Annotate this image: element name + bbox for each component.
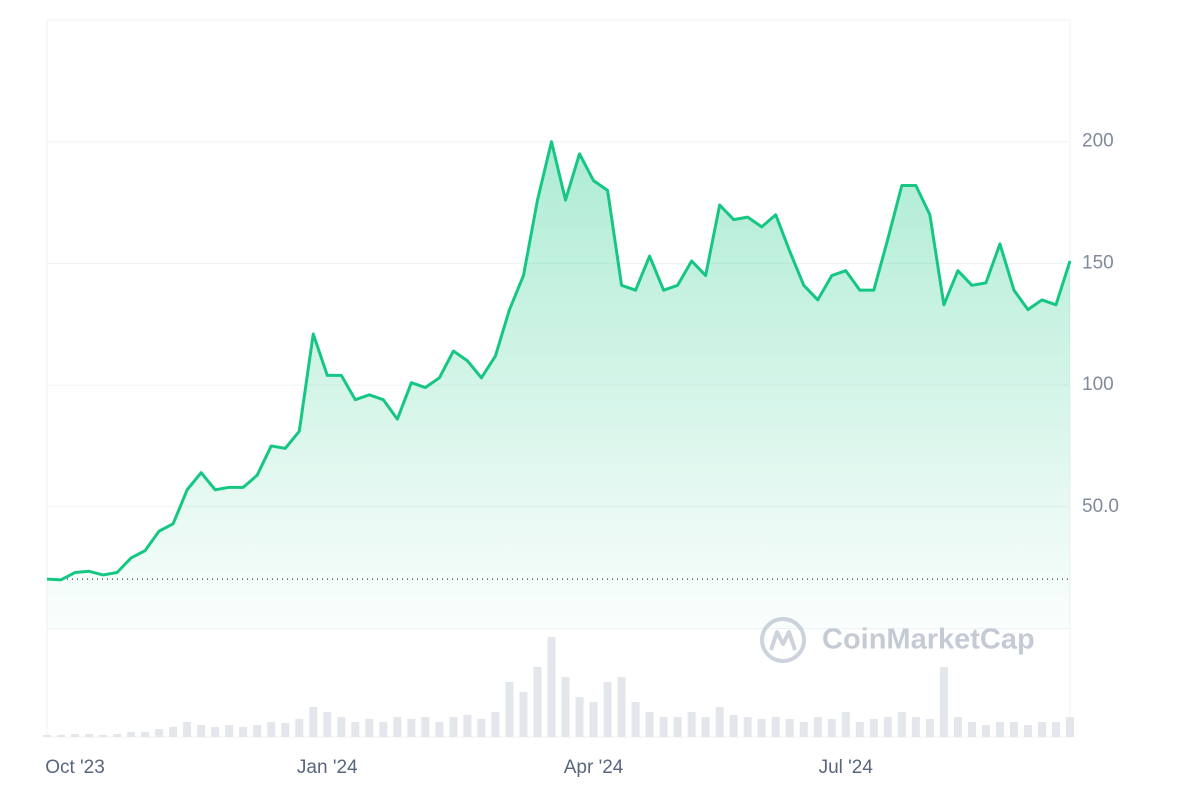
y-tick-label: 150 [1082,252,1114,273]
volume-bar [421,717,430,737]
volume-bar [407,719,416,737]
volume-bar [883,717,892,737]
volume-bar [841,712,850,737]
volume-bar [197,725,206,737]
volume-bar [141,732,150,737]
volume-bar [687,712,696,737]
volume-bar [379,722,388,737]
volume-bar [897,712,906,737]
volume-bar [43,735,51,737]
volume-bar [85,734,94,737]
volume-bar [757,719,766,737]
volume-bar [855,722,864,737]
volume-bar [505,682,514,737]
y-tick-label: 100 [1082,374,1114,395]
volume-bar [631,702,640,737]
volume-bar [547,637,556,737]
volume-bar [1009,722,1018,737]
volume-bar [477,719,486,737]
volume-bar [533,667,542,737]
volume-bar [323,712,332,737]
volume-bar [183,722,192,737]
volume-bar [967,722,976,737]
volume-bar [575,697,584,737]
volume-bar [169,727,178,737]
x-tick-label: Jan '24 [297,757,358,778]
x-tick-label: Oct '23 [45,757,105,778]
volume-bar [981,725,990,737]
volume-bar [561,677,570,737]
volume-bar [491,712,500,737]
volume-bar [925,719,934,737]
volume-bar [645,712,654,737]
y-tick-label: 200 [1082,131,1114,152]
volume-bar [743,717,752,737]
volume-bar [99,735,108,737]
volume-bar [449,717,458,737]
volume-bar [911,717,920,737]
volume-bar [71,734,80,737]
x-tick-label: Apr '24 [564,757,624,778]
volume-bar [729,715,738,737]
volume-bar [589,702,598,737]
volume-bar [337,717,346,737]
volume-bar [617,677,626,737]
volume-bar [393,717,402,737]
volume-bar [1066,717,1074,737]
volume-bar [659,717,668,737]
volume-bar [281,723,290,737]
volume-bar [295,719,304,737]
volume-bar [827,719,836,737]
volume-bar [57,735,66,737]
volume-bar [1023,725,1032,737]
price-line [46,140,1072,582]
volume-bar [799,722,808,737]
volume-bar [351,722,360,737]
volume-bar [785,719,794,737]
volume-bar [127,732,136,737]
volume-bar [309,707,318,737]
volume-bar [1037,722,1046,737]
y-tick-label: 50.0 [1082,496,1119,517]
volume-bar [603,682,612,737]
price-area [47,141,1070,629]
volume-bar [953,717,962,737]
volume-bar [995,722,1004,737]
x-tick-label: Jul '24 [819,757,874,778]
volume-bar [225,725,234,737]
volume-bar [211,727,220,737]
volume-bar [939,667,948,737]
watermark: CoinMarketCap [822,624,1035,656]
volume-bar [701,717,710,737]
volume-bar [113,734,122,737]
volume-bar [813,717,822,737]
volume-bar [771,717,780,737]
volume-bar [715,707,724,737]
volume-bar [365,719,374,737]
volume-bar [267,722,276,737]
volume-bar [253,725,262,737]
volume-bar [239,727,248,737]
volume-bar [869,719,878,737]
volume-bar [519,692,528,737]
volume-bar [155,729,164,737]
volume-bar [463,715,472,737]
volume-bar [673,717,682,737]
volume-bar [435,722,444,737]
volume-bar [1051,722,1060,737]
